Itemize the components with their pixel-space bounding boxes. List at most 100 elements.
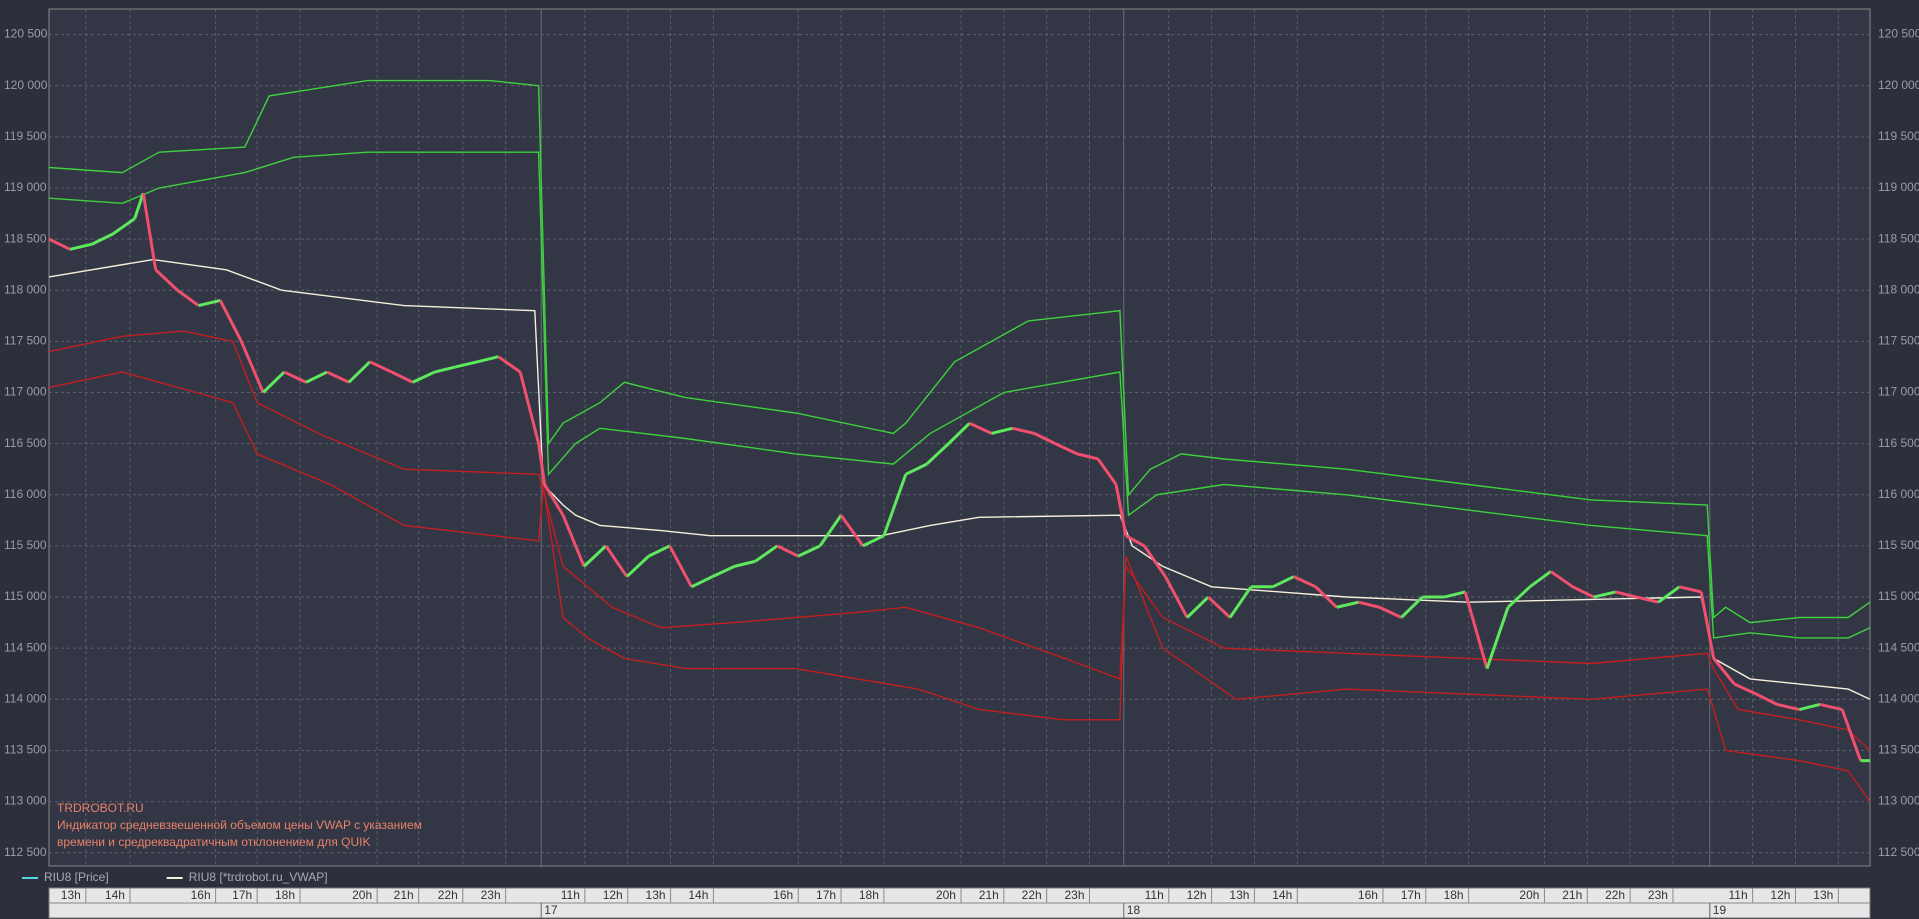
y-tick-label-right: 112 500 bbox=[1878, 845, 1919, 859]
price-bar bbox=[48, 237, 71, 251]
x-tick-label: 11h bbox=[1145, 888, 1164, 902]
x-tick-label: 11h bbox=[561, 888, 580, 902]
y-tick-label-right: 113 500 bbox=[1878, 743, 1919, 757]
x-tick-label: 16h bbox=[1358, 888, 1378, 902]
price-bar bbox=[1114, 484, 1128, 536]
price-bar bbox=[1733, 682, 1758, 696]
legend-label: RIU8 [Price] bbox=[44, 870, 109, 884]
y-tick-label: 114 500 bbox=[4, 640, 47, 654]
price-bar bbox=[477, 355, 499, 364]
price-bar bbox=[925, 442, 950, 466]
x-tick-label: 21h bbox=[979, 888, 999, 902]
price-bar bbox=[1272, 575, 1295, 589]
x-tick-label: 13h bbox=[61, 888, 81, 902]
price-bar bbox=[1125, 534, 1146, 548]
price-bar bbox=[625, 555, 650, 578]
price-bar bbox=[1712, 657, 1736, 685]
price-bar bbox=[991, 426, 1013, 435]
x-tick-label: 14h bbox=[688, 888, 708, 902]
price-bar bbox=[219, 299, 243, 343]
x-tick-label: 14h bbox=[1272, 888, 1292, 902]
price-bar bbox=[1164, 575, 1189, 619]
price-bar bbox=[434, 365, 456, 374]
price-bar bbox=[818, 514, 843, 547]
price-bar bbox=[862, 534, 885, 548]
day-label: 17 bbox=[544, 903, 558, 917]
x-tick-label: 12h bbox=[1770, 888, 1790, 902]
price-bar bbox=[391, 370, 414, 384]
price-bar bbox=[604, 545, 629, 578]
legend-label: RIU8 [*trdrobot.ru_VWAP] bbox=[189, 870, 328, 884]
y-tick-label-right: 115 500 bbox=[1878, 538, 1919, 552]
price-bar bbox=[1819, 702, 1843, 711]
price-bar bbox=[537, 443, 547, 485]
y-tick-label-right: 120 500 bbox=[1878, 27, 1919, 41]
price-bar bbox=[1143, 545, 1167, 578]
y-tick-label-right: 115 000 bbox=[1878, 589, 1919, 603]
y-tick-label: 119 500 bbox=[4, 129, 47, 143]
price-bar bbox=[198, 299, 221, 308]
price-bar bbox=[1550, 570, 1574, 589]
price-bar bbox=[1443, 590, 1466, 599]
price-bar bbox=[1755, 692, 1778, 706]
price-bar bbox=[1293, 575, 1317, 589]
price-bar bbox=[176, 289, 200, 307]
x-tick-label: 17h bbox=[816, 888, 836, 902]
x-tick-label: 22h bbox=[1022, 888, 1042, 902]
x-tick-label: 17h bbox=[232, 888, 252, 902]
line-series bbox=[48, 371, 1871, 803]
price-bar bbox=[905, 462, 928, 476]
y-tick-label: 118 500 bbox=[4, 231, 47, 245]
x-tick-label: 23h bbox=[1648, 888, 1668, 902]
x-tick-label: 20h bbox=[936, 888, 956, 902]
price-bar bbox=[648, 544, 671, 558]
plot-area bbox=[48, 8, 1871, 867]
line-series bbox=[48, 330, 1871, 751]
price-bar bbox=[133, 192, 145, 220]
price-bar bbox=[1186, 595, 1210, 619]
y-tick-label-right: 114 500 bbox=[1878, 640, 1919, 654]
y-tick-label: 112 500 bbox=[4, 845, 47, 859]
y-tick-label-right: 116 000 bbox=[1878, 487, 1919, 501]
x-tick-label: 18h bbox=[859, 888, 879, 902]
price-bar bbox=[947, 422, 971, 445]
price-bar bbox=[262, 370, 286, 394]
y-tick-label-right: 114 000 bbox=[1878, 691, 1919, 705]
x-tick-label: 13h bbox=[646, 888, 666, 902]
price-bar bbox=[1228, 585, 1253, 619]
price-bar bbox=[326, 370, 350, 384]
price-bar bbox=[711, 564, 736, 578]
y-tick-label: 117 000 bbox=[4, 385, 47, 399]
x-tick-label: 20h bbox=[352, 888, 372, 902]
y-tick-label: 118 000 bbox=[4, 282, 47, 296]
price-bar bbox=[882, 473, 908, 537]
y-tick-label: 113 500 bbox=[4, 743, 47, 757]
price-bar bbox=[1400, 595, 1424, 619]
day-label: 18 bbox=[1127, 903, 1141, 917]
price-bar bbox=[583, 544, 607, 568]
price-bar bbox=[690, 575, 714, 589]
y-tick-label: 113 000 bbox=[4, 794, 47, 808]
line-series bbox=[48, 151, 1871, 639]
price-bar bbox=[1336, 600, 1359, 609]
y-tick-label: 114 000 bbox=[4, 691, 47, 705]
price-bar bbox=[91, 232, 114, 246]
x-tick-label: 14h bbox=[105, 888, 125, 902]
price-bar bbox=[1615, 590, 1637, 599]
price-bar bbox=[111, 217, 136, 236]
price-bar bbox=[1076, 452, 1099, 461]
price-bar bbox=[347, 360, 371, 384]
price-bar bbox=[754, 544, 779, 563]
price-bar bbox=[1314, 585, 1338, 609]
y-tick-label-right: 113 000 bbox=[1878, 794, 1919, 808]
x-tick-label: 11h bbox=[1728, 888, 1747, 902]
price-bar bbox=[1485, 606, 1510, 670]
y-tick-label: 115 500 bbox=[4, 538, 47, 552]
price-bar bbox=[1033, 432, 1056, 445]
annotation: Индикатор средневзвешенной объемом цены … bbox=[57, 818, 422, 832]
price-bar bbox=[543, 483, 565, 516]
price-bar bbox=[283, 370, 307, 384]
price-bar bbox=[1507, 585, 1531, 609]
